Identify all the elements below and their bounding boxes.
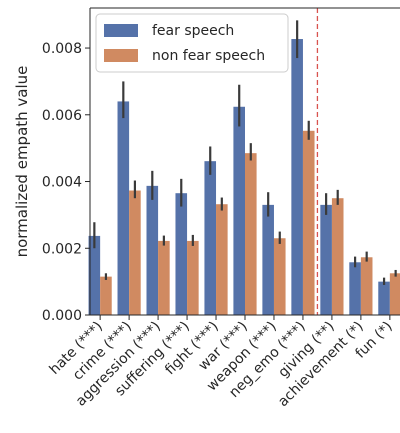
- bar-series-0-cat-9: [349, 262, 361, 315]
- bar-series-1-cat-3: [187, 240, 199, 315]
- bar-series-0-cat-7: [291, 39, 303, 315]
- bar-series-1-cat-2: [158, 240, 170, 315]
- bar-series-1-cat-5: [245, 153, 257, 315]
- y-tick-label: 0.008: [42, 41, 82, 57]
- bar-series-1-cat-8: [331, 198, 344, 315]
- legend-swatch-0: [104, 24, 138, 37]
- y-tick-label: 0.000: [42, 308, 82, 324]
- y-tick-label: 0.002: [42, 241, 82, 257]
- plot-area: [88, 8, 400, 316]
- bar-series-1-cat-7: [302, 130, 315, 315]
- legend-swatch-1: [104, 49, 138, 62]
- bar-series-0-cat-3: [175, 193, 188, 315]
- bar-series-1-cat-9: [360, 257, 373, 315]
- legend-label-1: non fear speech: [152, 48, 265, 64]
- bar-series-1-cat-0: [100, 276, 112, 316]
- legend-box: [95, 13, 289, 73]
- legend-label-0: fear speech: [152, 23, 234, 39]
- bar-series-0-cat-2: [146, 185, 159, 315]
- bar-series-1-cat-1: [129, 190, 141, 315]
- y-axis-label: normalized empath value: [13, 66, 31, 258]
- bar-series-0-cat-8: [320, 204, 332, 315]
- bar-series-0-cat-5: [233, 106, 245, 316]
- y-tick-label: 0.006: [42, 108, 82, 124]
- bar-series-0-cat-10: [378, 281, 390, 315]
- legend: fear speech non fear speech: [95, 13, 289, 73]
- bar-series-0-cat-0: [88, 235, 101, 315]
- bar-series-0-cat-4: [204, 161, 217, 315]
- y-tick-label: 0.004: [42, 175, 82, 191]
- bar-series-1-cat-10: [389, 273, 400, 315]
- bar-series-1-cat-4: [216, 204, 228, 315]
- bar-series-0-cat-6: [262, 204, 274, 315]
- bar-series-0-cat-1: [117, 101, 130, 316]
- bar-series-1-cat-6: [273, 238, 286, 315]
